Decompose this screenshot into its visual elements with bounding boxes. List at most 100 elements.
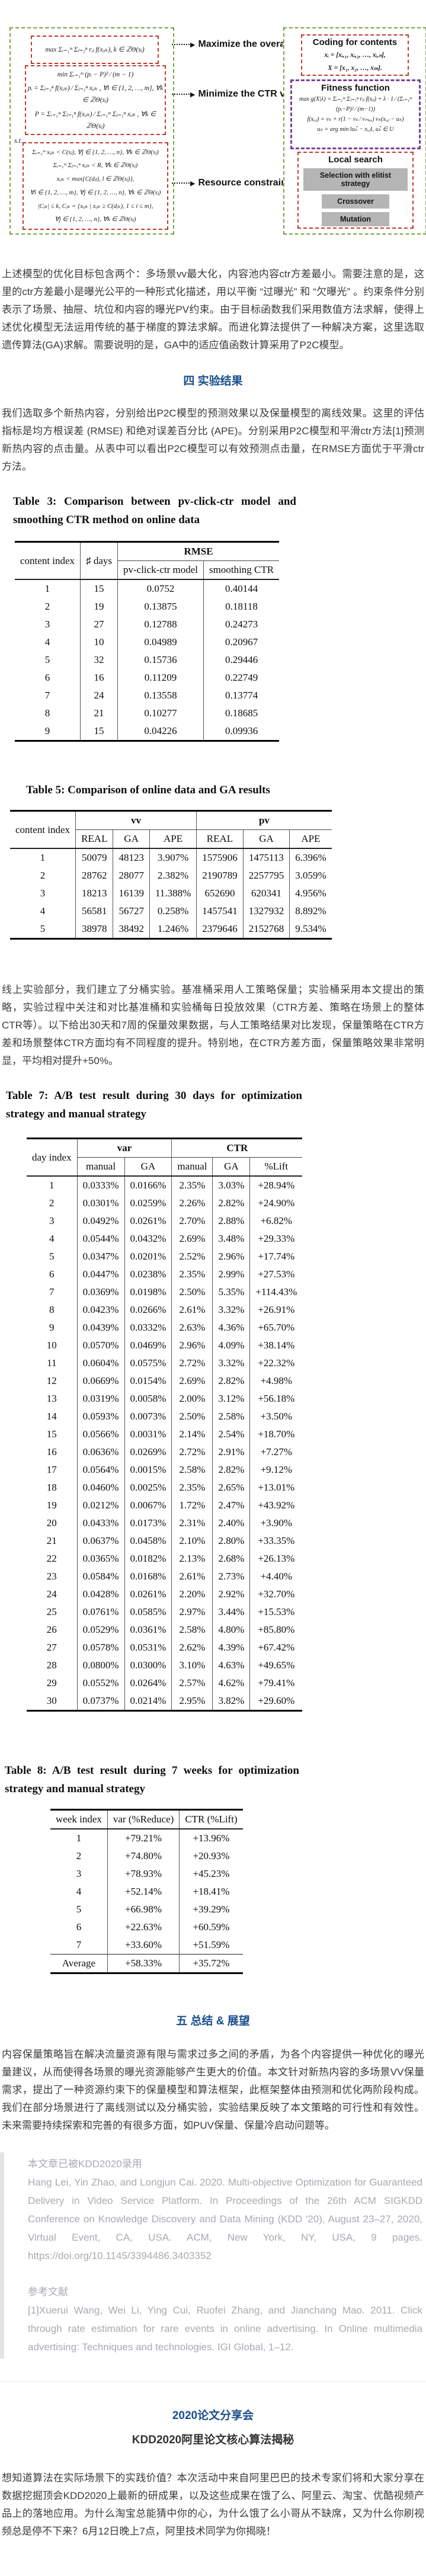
table-cell: +67.42% — [258, 1642, 295, 1653]
table-cell: 2190789 — [196, 867, 244, 885]
coding-title: Coding for contents — [312, 37, 398, 47]
table7-col-day-index: day index — [27, 1138, 78, 1176]
table-cell: 2379646 — [196, 920, 244, 939]
table-cell: 6.396% — [295, 852, 326, 863]
subject-to-label: s.t. — [14, 136, 23, 145]
table-cell: 3.32% — [212, 1354, 251, 1372]
table-cell: 0.0361% — [124, 1621, 172, 1639]
table-row: 25 0.0761% 0.0585% 2.97% 3.44% +15.53% — [27, 1603, 302, 1621]
table-cell: 0.0469% — [124, 1337, 172, 1354]
table-cell: 2.82% — [212, 1461, 251, 1479]
table-cell: 56581 — [75, 902, 114, 920]
table-cell: 16 — [80, 669, 118, 687]
table-cell: +60.59% — [193, 1921, 230, 1933]
table-row: 19 0.0212% 0.0067% 1.72% 2.47% +43.92% — [27, 1497, 302, 1514]
acceptance-note: 本文章已被KDD2020录用 — [28, 2158, 142, 2170]
table-cell: 2.95% — [171, 1692, 213, 1711]
table-row: 4 10 0.04989 0.20967 — [15, 633, 279, 651]
section-divider — [0, 2381, 426, 2382]
table-cell: 1475113 — [243, 848, 290, 867]
table-cell: 2.00% — [171, 1390, 213, 1408]
ga-algorithm-box: Coding for contents xᵢ = [xᵢ,₁, xᵢ,₂, …,… — [283, 27, 426, 235]
table-cell: 1 — [27, 1176, 78, 1194]
table-row: 4 56581 56727 0.258% 1457541 1327932 8.892% — [10, 902, 332, 920]
table-cell: 3.44% — [212, 1603, 251, 1621]
table-cell: 0.0552% — [77, 1674, 125, 1692]
table-cell: 2.99% — [212, 1265, 251, 1283]
table-cell: 0.13774 — [225, 690, 258, 701]
table-cell: 0.0301% — [77, 1194, 125, 1212]
table3-col-pvclickctr: pv-click-ctr model — [117, 560, 204, 579]
table-cell: +32.70% — [258, 1588, 295, 1600]
table-cell: 2.96% — [171, 1337, 213, 1354]
table-cell: 4 — [10, 902, 76, 920]
table-cell: 0.22749 — [225, 672, 258, 683]
table-cell: +114.43% — [255, 1286, 297, 1297]
table8-average-ctr: +35.72% — [179, 1954, 243, 1973]
table8-average-label: Average — [50, 1954, 108, 1973]
table-cell: 7 — [27, 1283, 78, 1301]
table-cell: 2.72% — [171, 1354, 213, 1372]
constraint-formula-6: ∀j ∈ {1, 2, …, n}, ∀k ∈ ℤΘ(sⱼ) — [55, 216, 136, 223]
table-cell: +29.33% — [258, 1233, 295, 1244]
table-cell: 0.0332% — [124, 1319, 172, 1337]
table-cell: 2.72% — [171, 1443, 213, 1461]
table-cell: 2.50% — [171, 1408, 213, 1425]
table-row: 26 0.0529% 0.0361% 2.58% 4.80% +85.80% — [27, 1621, 302, 1639]
constraint-formula-3: xᵢⱼₖ < max{C(dⱼₗ), l ∈ ℤΘ(sⱼ)}, — [56, 175, 134, 183]
table-cell: +45.23% — [193, 1868, 230, 1879]
table-cell: 0.0269% — [124, 1443, 172, 1461]
table-row: 10 0.0570% 0.0469% 2.96% 4.09% +38.14% — [27, 1337, 302, 1354]
objective1-formula: max Σᵢ₌₁ᵐ Σⱼ₌₁ⁿ rᵢⱼ f(xᵢⱼₖ), k ∈ ℤΘ(sⱼ) — [45, 46, 145, 53]
table-cell: +7.27% — [260, 1446, 293, 1457]
table-cell: 4.63% — [212, 1657, 251, 1674]
table8-ab-test-7weeks: week index var (%Reduce) CTR (%Lift) 1 +7… — [50, 1809, 243, 1974]
table-cell: 1327932 — [243, 902, 290, 920]
table-cell: 28762 — [75, 867, 114, 885]
table-cell: +79.41% — [258, 1677, 295, 1689]
table-cell: 21 — [27, 1532, 78, 1550]
table-cell: 0.13875 — [117, 598, 204, 616]
table-cell: +13.96% — [193, 1832, 230, 1844]
paragraph-online-experiment: 线上实验部分，我们建立了分桶实验。基准桶采用人工策略保量；实验桶采用本文提出的策… — [2, 984, 424, 1066]
table-cell: 0.0333% — [77, 1176, 125, 1194]
table-cell: 26 — [27, 1621, 78, 1639]
table-cell: 0.10277 — [117, 704, 204, 722]
table-cell: 15 — [80, 722, 118, 741]
table-row: 28 0.0800% 0.0300% 3.10% 4.63% +49.65% — [27, 1657, 302, 1674]
table-cell: 3 — [15, 616, 81, 633]
table-cell: 1575906 — [196, 848, 244, 867]
table-cell: 0.0319% — [77, 1390, 125, 1408]
table-cell: +49.65% — [258, 1659, 295, 1671]
table-cell: +26.13% — [258, 1553, 295, 1564]
table-cell: 56727 — [113, 902, 150, 920]
table-cell: 0.0058% — [124, 1390, 172, 1408]
objective2-formula-2: pᵢ = Σⱼ₌₁ⁿ f(xᵢⱼₖ) ⁄ Σⱼ₌₁ⁿ xᵢⱼₖ , ∀i ∈ {… — [27, 85, 164, 104]
figure-ga-framework: max Σᵢ₌₁ᵐ Σⱼ₌₁ⁿ rᵢⱼ f(xᵢⱼₖ), k ∈ ℤΘ(sⱼ) … — [0, 0, 426, 237]
table-row: 1 0.0333% 0.0166% 2.35% 3.03% +28.94% — [27, 1176, 302, 1194]
table-cell: 0.0544% — [77, 1230, 125, 1248]
table-cell: 0.0214% — [124, 1692, 172, 1711]
table7-col-ctr-ga: GA — [212, 1157, 251, 1176]
table-cell: 0.09936 — [225, 725, 258, 736]
table-row: 4 0.0544% 0.0432% 2.69% 3.48% +29.33% — [27, 1230, 302, 1248]
table-cell: 0.0428% — [77, 1585, 125, 1603]
table-cell: +24.90% — [258, 1197, 295, 1209]
table-cell: 3 — [10, 885, 76, 902]
dotted-arrow-line — [172, 44, 190, 45]
table-row: 5 32 0.15736 0.29446 — [15, 651, 279, 669]
table-cell: 2.52% — [171, 1248, 213, 1265]
table7-group-var: var — [77, 1138, 172, 1158]
table7-col-var-ga: GA — [124, 1157, 172, 1176]
table-cell: 0.0564% — [77, 1461, 125, 1479]
table-cell: 6 — [15, 669, 81, 687]
table-cell: 0.0238% — [124, 1265, 172, 1283]
table-cell: 7 — [50, 1936, 108, 1955]
table-cell: 0.18685 — [225, 707, 258, 719]
references-heading: 参考文献 — [28, 2286, 68, 2298]
reference-1: [1]Xuerui Wang, Wei Li, Ying Cui, Ruofei… — [28, 2305, 422, 2353]
table-cell: 13 — [27, 1390, 78, 1408]
table-row: 14 0.0593% 0.0073% 2.50% 2.58% +3.50% — [27, 1408, 302, 1425]
table-cell: 0.0423% — [77, 1301, 125, 1319]
